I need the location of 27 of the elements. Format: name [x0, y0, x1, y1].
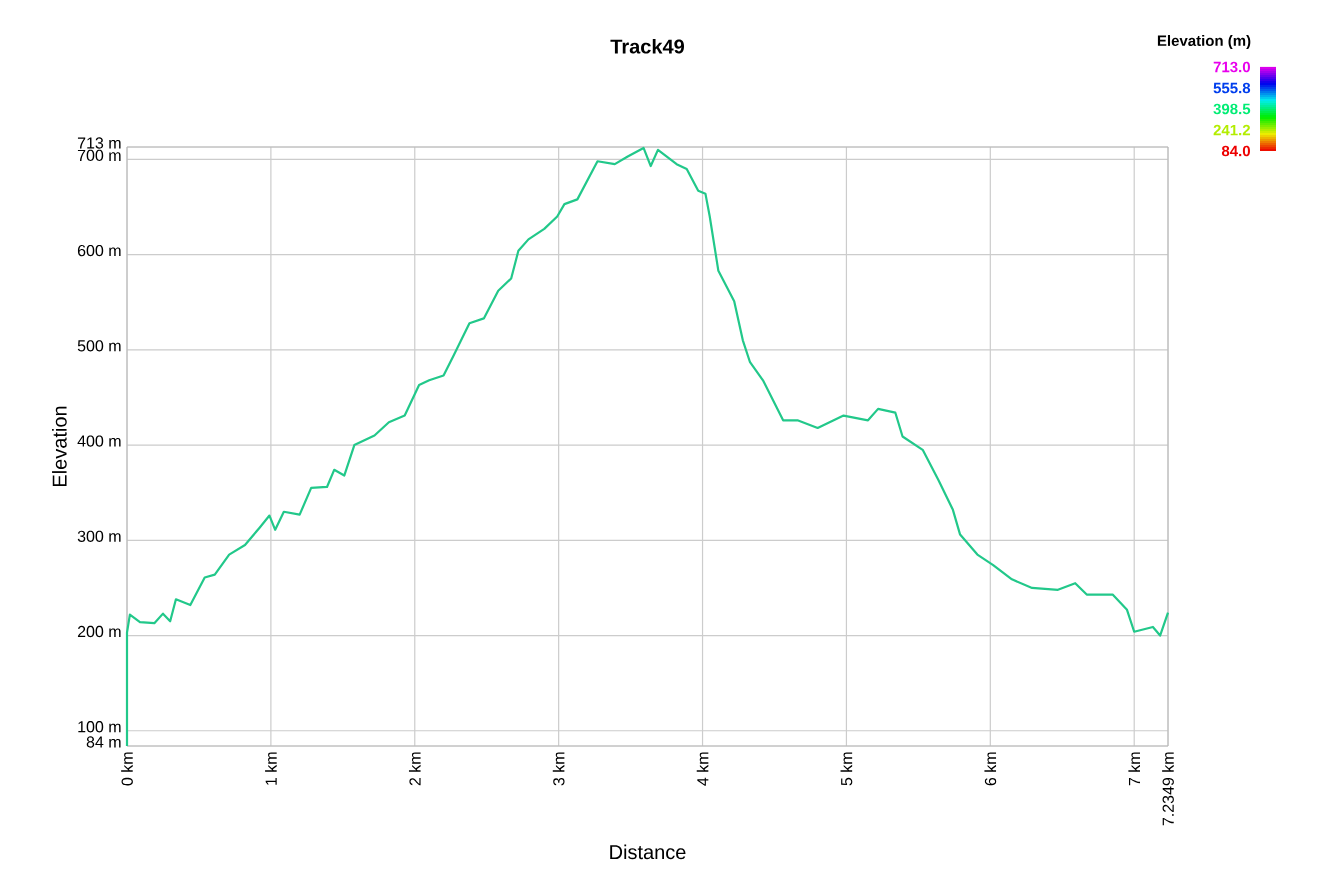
y-tick-label: 100 m	[78, 721, 121, 733]
y-tick-label: 200 m	[77, 625, 121, 638]
x-tick-label: 7.2349 km	[1162, 752, 1174, 826]
color-bar-label: 555.8	[1213, 82, 1251, 94]
y-tick-label: 700 m	[77, 149, 121, 162]
y-tick-label: 500 m	[77, 340, 121, 352]
x-tick-label: 3 km	[552, 752, 565, 786]
chart-title: Track49	[610, 38, 685, 54]
x-tick-label: 5 km	[840, 752, 853, 786]
x-tick-label: 7 km	[1128, 752, 1140, 786]
color-bar-title: Elevation (m)	[1157, 35, 1251, 49]
x-tick-label: 1 km	[265, 752, 277, 785]
x-tick-label: 4 km	[696, 752, 709, 786]
x-axis-title: Distance	[610, 844, 686, 860]
y-tick-label: 713 m	[77, 137, 121, 149]
x-tick-label: 2 km	[408, 752, 421, 786]
x-tick-label: 6 km	[984, 752, 997, 786]
color-bar-label: 398.5	[1213, 103, 1251, 115]
y-tick-label: 600 m	[77, 244, 121, 257]
color-bar-label: 241.2	[1213, 124, 1251, 136]
color-bar-label: 84.0	[1221, 145, 1250, 157]
y-tick-label: 300 m	[77, 530, 121, 542]
color-bar-label: 713.0	[1213, 61, 1250, 73]
x-tick-label: 0 km	[121, 752, 133, 786]
y-tick-label: 84 m	[86, 736, 121, 748]
y-tick-label: 400 m	[77, 435, 121, 447]
y-axis-title: Elevation	[52, 406, 67, 487]
